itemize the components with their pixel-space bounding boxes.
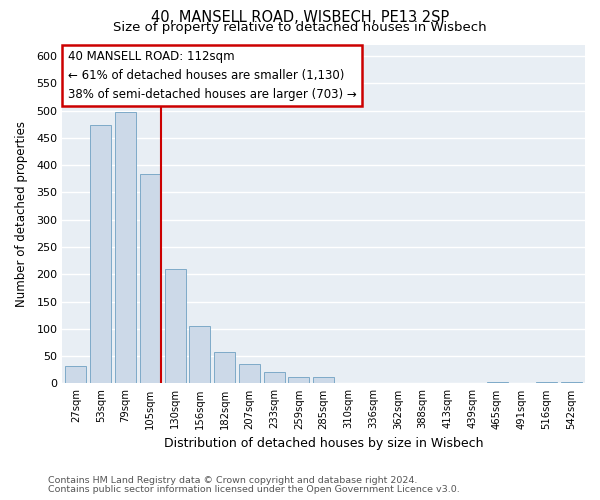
Bar — [164, 269, 185, 384]
Y-axis label: Number of detached properties: Number of detached properties — [15, 121, 28, 307]
Text: 40 MANSELL ROAD: 112sqm
← 61% of detached houses are smaller (1,130)
38% of semi: 40 MANSELL ROAD: 112sqm ← 61% of detache… — [68, 50, 356, 101]
Bar — [140, 174, 161, 384]
Bar — [536, 382, 557, 384]
Bar — [90, 125, 111, 384]
Bar — [239, 364, 260, 384]
Bar — [263, 372, 284, 384]
Bar — [214, 352, 235, 384]
Text: Size of property relative to detached houses in Wisbech: Size of property relative to detached ho… — [113, 21, 487, 34]
Bar — [65, 366, 86, 384]
Text: Contains public sector information licensed under the Open Government Licence v3: Contains public sector information licen… — [48, 485, 460, 494]
Bar — [487, 382, 508, 384]
Bar — [189, 326, 211, 384]
Bar — [115, 112, 136, 384]
Bar — [289, 377, 310, 384]
Bar — [561, 382, 582, 384]
Text: 40, MANSELL ROAD, WISBECH, PE13 2SP: 40, MANSELL ROAD, WISBECH, PE13 2SP — [151, 10, 449, 25]
X-axis label: Distribution of detached houses by size in Wisbech: Distribution of detached houses by size … — [164, 437, 484, 450]
Bar — [313, 378, 334, 384]
Text: Contains HM Land Registry data © Crown copyright and database right 2024.: Contains HM Land Registry data © Crown c… — [48, 476, 418, 485]
